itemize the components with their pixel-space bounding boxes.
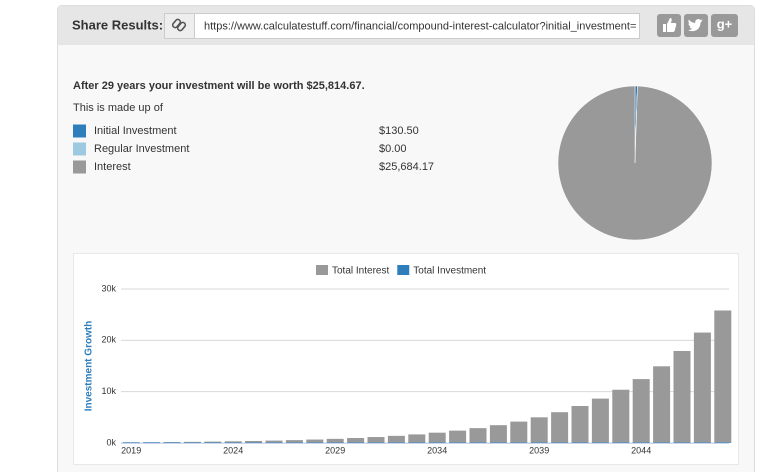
bar-segment — [204, 441, 222, 443]
bar-segment — [306, 442, 324, 443]
bar-segment — [632, 379, 650, 443]
bar-segment — [408, 442, 426, 443]
bar-segment — [693, 442, 711, 443]
y-tick-label: 30k — [101, 283, 116, 293]
summary-item-value: $25,684.17 — [379, 161, 434, 173]
bar-segment — [612, 442, 630, 443]
bar-segment — [714, 442, 732, 443]
bar-segment — [387, 442, 405, 443]
bar-segment — [245, 440, 263, 443]
legend-swatch — [73, 124, 86, 138]
bar-segment — [530, 442, 548, 443]
y-tick-label: 10k — [101, 386, 116, 396]
pie-slice — [557, 85, 713, 241]
bar-segment — [183, 442, 201, 443]
bar-segment — [265, 442, 283, 443]
bar-segment — [653, 366, 671, 443]
bar-segment — [367, 437, 385, 443]
bar-segment — [469, 428, 487, 443]
x-tick-label: 2029 — [325, 445, 345, 455]
bar-segment — [571, 406, 589, 443]
bar-segment — [673, 350, 691, 443]
gplus-icon: g+ — [717, 16, 733, 31]
bar-segment — [428, 432, 446, 443]
bar-segment — [326, 442, 344, 443]
y-tick-label: 20k — [101, 335, 116, 345]
summary-item-label: Initial Investment — [94, 125, 177, 137]
bar-segment — [285, 442, 303, 443]
summary-item-value: $130.50 — [379, 125, 419, 137]
bar-segment — [510, 442, 528, 443]
bar-segment — [408, 434, 426, 443]
bar-segment — [163, 442, 181, 443]
bar-segment — [326, 438, 344, 443]
bar-segment — [591, 398, 609, 443]
bar-segment — [673, 442, 691, 443]
bar-segment — [306, 439, 324, 443]
bar-segment — [571, 442, 589, 443]
bar-segment — [285, 440, 303, 443]
x-tick-label: 2019 — [121, 445, 141, 455]
bar-segment — [245, 442, 263, 443]
bar-segment — [265, 440, 283, 443]
bar-segment — [489, 425, 507, 443]
bar-segment — [367, 442, 385, 443]
summary-item-value: $0.00 — [379, 143, 407, 155]
bar-segment — [122, 442, 140, 443]
legend-swatch — [397, 265, 410, 275]
twitter-icon — [688, 19, 703, 32]
legend-swatch — [73, 142, 86, 156]
legend-swatch — [73, 160, 86, 174]
bar-segment — [551, 412, 569, 443]
share-url-input[interactable] — [194, 13, 640, 39]
bar-segment — [387, 435, 405, 443]
bar-segment — [143, 442, 161, 443]
bar-segment — [347, 438, 365, 443]
bar-segment — [612, 389, 630, 443]
summary-item-label: Interest — [94, 161, 131, 173]
url-clip: https://www.calculatestuff.com/financial… — [204, 20, 636, 32]
bar-segment — [449, 442, 467, 443]
bar-segment — [347, 442, 365, 443]
summary-headline: After 29 years your investment will be w… — [73, 80, 365, 92]
bar-segment — [714, 310, 732, 443]
bar-segment — [653, 442, 671, 443]
x-tick-label: 2034 — [427, 445, 447, 455]
legend-swatch — [316, 265, 328, 275]
legend-label: Total Investment — [413, 266, 486, 277]
bar-segment — [591, 442, 609, 443]
bar-segment — [224, 442, 242, 443]
bar-segment — [551, 442, 569, 443]
bar-segment — [489, 442, 507, 443]
x-tick-label: 2044 — [631, 445, 651, 455]
summary-item-label: Regular Investment — [94, 143, 189, 155]
share-url: https://www.calculatestuff.com/financial… — [204, 20, 636, 32]
legend-label: Total Interest — [332, 266, 389, 277]
x-tick-label: 2024 — [223, 445, 243, 455]
bar-segment — [224, 441, 242, 443]
bar-segment — [510, 421, 528, 443]
like-icon — [663, 18, 677, 32]
bar-segment — [693, 332, 711, 443]
bar-segment — [469, 442, 487, 443]
y-tick-label: 0k — [106, 437, 116, 447]
y-axis-label: Investment Growth — [84, 321, 95, 412]
bar-segment — [449, 430, 467, 443]
bar-segment — [632, 442, 650, 443]
gplus-button[interactable] — [711, 14, 738, 37]
share-label: Share Results: — [72, 17, 163, 32]
bar-segment — [530, 417, 548, 443]
bar-segment — [428, 442, 446, 443]
summary-intro: This is made up of — [73, 102, 164, 114]
x-tick-label: 2039 — [529, 445, 549, 455]
link-icon — [171, 18, 187, 32]
bar-segment — [204, 442, 222, 443]
